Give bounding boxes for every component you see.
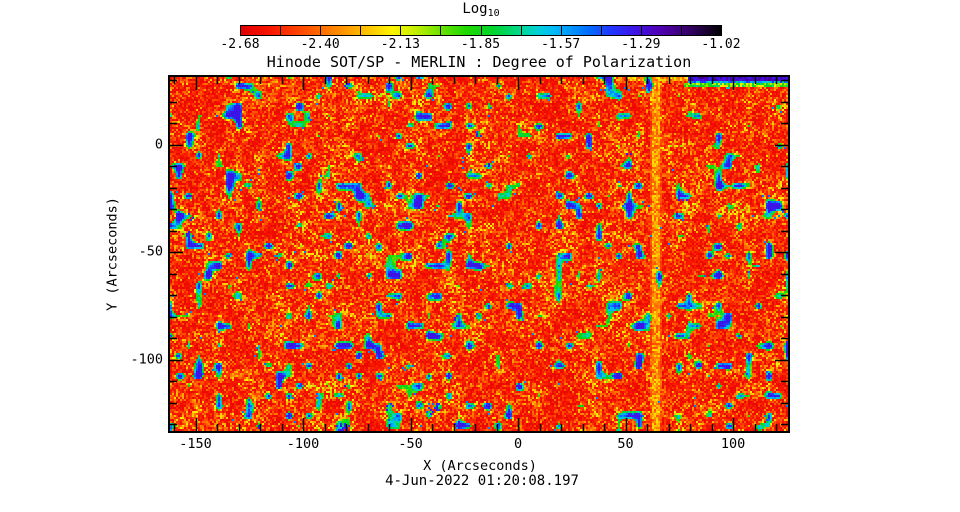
colorbar: [240, 25, 722, 36]
x-tick-label: -150: [179, 436, 212, 452]
y-axis-label: Y (Arcseconds): [104, 197, 121, 311]
x-tick-label: -100: [286, 436, 320, 452]
colorbar-tick-label: -2.40: [300, 37, 340, 52]
timestamp: 4-Jun-2022 01:20:08.197: [385, 473, 579, 489]
colorbar-log-label: Log10: [462, 1, 499, 19]
colorbar-tick-label: -2.68: [220, 37, 260, 52]
colorbar-tick-label: -2.13: [380, 37, 420, 52]
figure-title: Hinode SOT/SP - MERLIN : Degree of Polar…: [266, 53, 692, 71]
y-tick-label: -50: [138, 243, 163, 260]
x-tick-label: 0: [513, 436, 523, 452]
x-tick-label: 50: [617, 436, 634, 452]
x-tick-label: -50: [398, 436, 423, 452]
colorbar-tick-label: -1.29: [621, 37, 661, 52]
x-tick-label: 100: [720, 436, 746, 452]
polarization-map: [168, 75, 790, 433]
colorbar-tick-label: -1.85: [460, 37, 501, 52]
colorbar-tick-label: -1.57: [541, 37, 581, 52]
y-tick-label: -100: [130, 351, 163, 368]
colorbar-log-text: Log: [462, 1, 488, 17]
colorbar-log-subscript: 10: [487, 8, 500, 19]
x-axis-label: X (Arcseconds): [423, 458, 537, 474]
colorbar-tick-label: -1.02: [701, 37, 741, 52]
y-tick-label: 0: [154, 136, 163, 153]
